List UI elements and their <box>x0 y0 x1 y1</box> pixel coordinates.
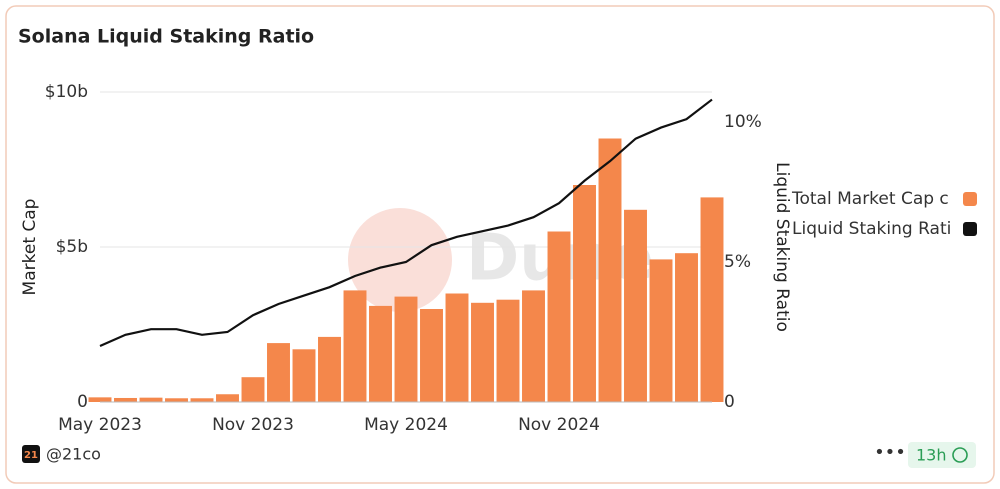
bar <box>471 302 494 402</box>
bar <box>547 231 571 402</box>
bar <box>675 253 698 402</box>
x-tick-label: May 2023 <box>58 415 142 435</box>
bar <box>369 305 392 402</box>
watermark-logo <box>348 208 452 312</box>
more-menu[interactable]: ••• <box>874 442 906 463</box>
y2-tick-label: 10% <box>724 112 762 132</box>
bar <box>343 290 367 402</box>
x-tick-label: Nov 2023 <box>212 415 294 435</box>
bar <box>241 377 265 402</box>
legend-swatch <box>963 222 977 236</box>
bar <box>318 336 341 402</box>
y-tick-label: $10b <box>45 82 88 102</box>
age-text: 13h <box>916 446 947 465</box>
y2-tick-label: 0 <box>724 392 735 412</box>
footer-logo: 21 <box>24 450 38 461</box>
card <box>5 5 995 484</box>
legend-label: Liquid Staking Rati <box>792 219 951 239</box>
bar <box>649 259 673 402</box>
footer-logo-box <box>22 445 40 463</box>
x-tick-label: Nov 2024 <box>518 415 600 435</box>
line <box>99 98 713 348</box>
bar <box>267 343 290 402</box>
bar <box>292 349 316 402</box>
chart-title: Solana Liquid Staking Ratio <box>18 26 314 48</box>
bar <box>624 209 647 402</box>
bar <box>522 290 545 402</box>
y-tick-label: 0 <box>77 392 88 412</box>
legend-swatch <box>963 192 977 206</box>
bar <box>573 185 596 402</box>
bar <box>216 394 239 402</box>
y-axis-label: Market Cap <box>20 199 40 296</box>
y2-axis-label: Liquid Staking Ratio <box>772 162 792 332</box>
y-tick-label: $5b <box>56 237 88 257</box>
bar <box>190 398 214 402</box>
bar <box>88 397 112 402</box>
y2-tick-label: 5% <box>724 252 751 272</box>
legend-label: Total Market Cap c <box>791 189 949 209</box>
bar <box>139 397 163 402</box>
footer-handle[interactable]: @21co <box>46 445 101 464</box>
bar <box>700 197 724 402</box>
bar <box>114 397 137 402</box>
bar <box>598 138 622 402</box>
bar <box>420 309 443 402</box>
x-tick-label: May 2024 <box>364 415 448 435</box>
bar <box>445 293 469 402</box>
check-icon <box>952 447 968 463</box>
bar <box>496 299 520 402</box>
bar <box>394 296 418 402</box>
bar <box>165 398 188 402</box>
